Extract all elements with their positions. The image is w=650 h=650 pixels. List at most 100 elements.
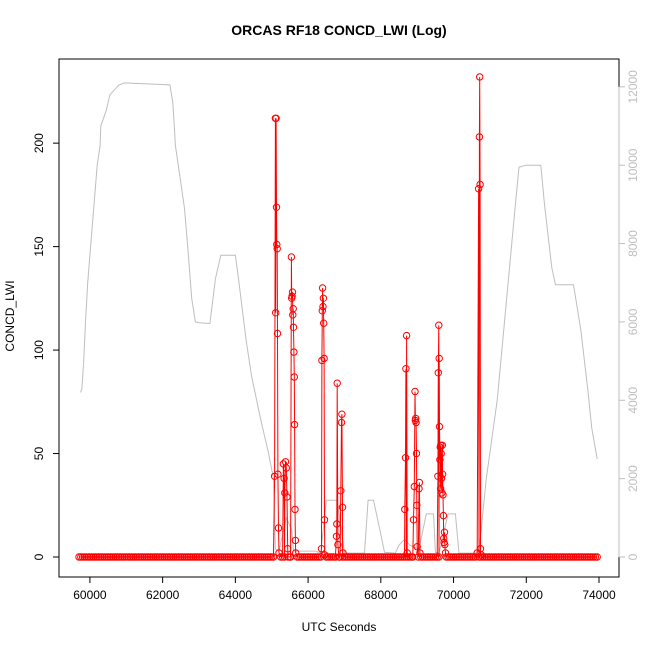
data-point <box>469 553 478 561</box>
data-point <box>378 553 387 561</box>
x-tick-label: 64000 <box>219 588 253 602</box>
data-point <box>149 553 158 561</box>
data-point <box>317 545 326 553</box>
y-tick-label: 100 <box>32 340 46 360</box>
y-tick-label: 200 <box>32 133 46 153</box>
data-point <box>229 553 238 561</box>
y-tick-label: 50 <box>32 447 46 461</box>
data-point <box>218 553 227 561</box>
y2-tick-label: 10000 <box>626 148 640 182</box>
data-point <box>435 321 443 329</box>
data-point <box>318 307 326 315</box>
y-axis-label: CONCD_LWI <box>3 280 17 351</box>
data-point <box>558 553 567 561</box>
data-point <box>198 553 207 561</box>
data-point <box>398 553 407 561</box>
data-point <box>333 520 341 528</box>
y2-tick-label: 12000 <box>626 70 640 104</box>
data-point <box>291 505 299 514</box>
data-point <box>569 553 578 561</box>
x-tick-label: 60000 <box>73 588 107 602</box>
data-point <box>289 305 297 313</box>
data-point <box>438 470 447 478</box>
data-point <box>269 553 278 561</box>
data-point <box>413 543 421 551</box>
data-point <box>272 203 281 212</box>
data-point <box>272 114 280 123</box>
data-point <box>411 387 419 396</box>
data-point <box>282 464 290 472</box>
data-point <box>178 553 187 561</box>
data-point <box>288 292 296 300</box>
data-point <box>476 73 484 81</box>
concd-series-points <box>75 73 601 561</box>
data-point <box>409 553 417 561</box>
data-point <box>337 487 345 495</box>
plot-area <box>75 73 601 561</box>
data-point <box>418 553 427 561</box>
data-point <box>415 478 424 487</box>
data-point <box>291 536 300 545</box>
data-point <box>449 553 458 561</box>
data-point <box>258 553 267 561</box>
data-point <box>319 294 328 302</box>
data-point <box>436 485 445 493</box>
data-point <box>441 540 449 549</box>
data-point <box>518 553 527 561</box>
data-point <box>238 553 247 561</box>
data-point <box>320 354 328 363</box>
data-point <box>529 553 538 561</box>
data-point <box>439 511 448 520</box>
axes: 60000 62000 64000 66000 68000 70000 72000 74000… <box>32 70 640 602</box>
data-point <box>412 414 420 423</box>
data-point <box>589 553 598 561</box>
data-point <box>290 420 299 429</box>
data-point <box>438 441 446 449</box>
data-point <box>109 553 118 561</box>
data-point <box>413 501 421 509</box>
data-point <box>338 553 347 561</box>
data-point <box>412 418 420 427</box>
data-point <box>349 553 358 561</box>
data-point <box>289 323 298 331</box>
y2-tick-label: 8000 <box>626 230 640 257</box>
data-point <box>401 454 410 462</box>
data-point <box>412 449 421 458</box>
data-point <box>284 545 292 553</box>
data-point <box>273 240 281 249</box>
data-point <box>317 553 325 561</box>
data-point <box>138 553 147 561</box>
data-point <box>278 553 287 561</box>
y2-tick-label: 6000 <box>626 308 640 335</box>
data-point <box>283 493 291 501</box>
x-tick-label: 74000 <box>582 588 616 602</box>
data-point <box>275 549 283 557</box>
data-point <box>318 284 327 292</box>
data-point <box>274 524 283 532</box>
data-point <box>273 245 281 253</box>
data-point <box>332 532 341 540</box>
data-point <box>441 549 450 557</box>
y-tick-label: 150 <box>32 236 46 256</box>
data-point <box>189 553 198 561</box>
data-point <box>435 354 443 363</box>
data-point <box>118 553 127 561</box>
data-point <box>358 553 367 561</box>
data-point <box>489 553 498 561</box>
data-point <box>475 133 484 141</box>
data-point <box>437 474 446 483</box>
data-point <box>402 331 411 340</box>
data-point <box>249 553 258 561</box>
data-point <box>158 553 167 561</box>
data-point <box>409 516 418 524</box>
data-point <box>274 470 282 478</box>
data-point <box>498 553 507 561</box>
y2-tick-label: 2000 <box>626 465 640 492</box>
data-point <box>169 553 178 561</box>
data-point <box>298 553 307 561</box>
y-tick-label: 0 <box>32 553 46 560</box>
x-tick-label: 62000 <box>146 588 180 602</box>
data-point <box>338 503 347 511</box>
data-point <box>309 553 318 561</box>
